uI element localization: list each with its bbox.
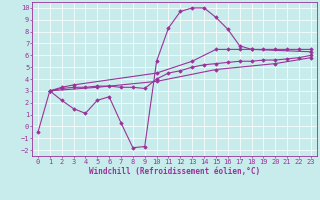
X-axis label: Windchill (Refroidissement éolien,°C): Windchill (Refroidissement éolien,°C) bbox=[89, 167, 260, 176]
